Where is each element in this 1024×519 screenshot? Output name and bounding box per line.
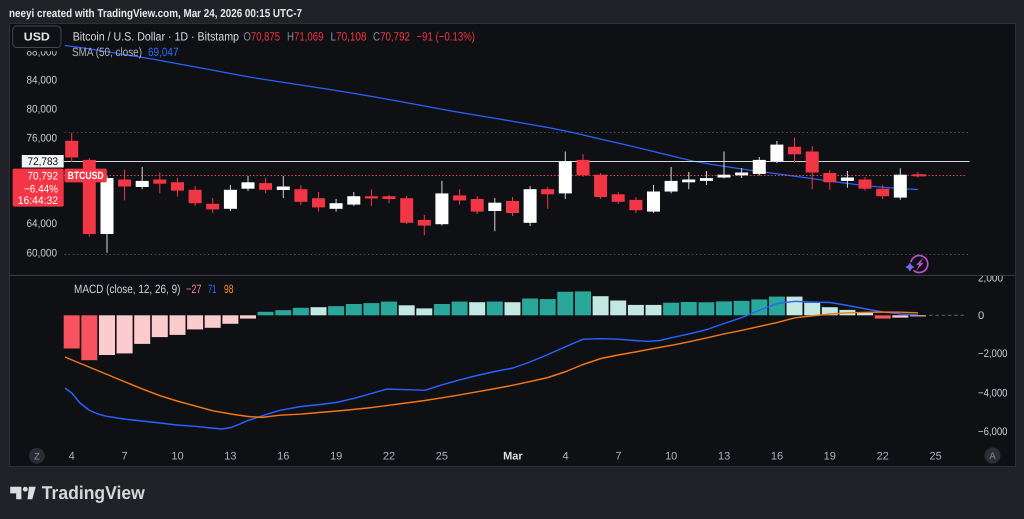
svg-text:16: 16 [277, 451, 289, 463]
svg-text:0: 0 [978, 310, 984, 322]
svg-text:USD: USD [24, 32, 50, 44]
svg-text:69,047: 69,047 [148, 45, 179, 59]
svg-text:13: 13 [718, 451, 730, 463]
svg-text:71: 71 [208, 282, 217, 296]
svg-text:TradingView: TradingView [42, 482, 146, 503]
svg-text:Z: Z [34, 451, 40, 462]
svg-text:H71,069: H71,069 [287, 30, 324, 44]
svg-text:10: 10 [171, 451, 183, 463]
svg-text:25: 25 [436, 451, 448, 463]
svg-text:4: 4 [69, 451, 75, 463]
svg-text:BTCUSD: BTCUSD [68, 170, 104, 182]
svg-text:C70,792: C70,792 [373, 30, 410, 44]
svg-text:70,792: 70,792 [28, 171, 59, 183]
svg-text:MACD (close, 12, 26, 9): MACD (close, 12, 26, 9) [74, 282, 181, 296]
svg-text:neeyi created with TradingView: neeyi created with TradingView.com, Mar … [9, 8, 302, 20]
svg-text:L70,108: L70,108 [331, 30, 367, 44]
svg-text:−4,000: −4,000 [978, 387, 1008, 399]
svg-text:76,000: 76,000 [27, 132, 58, 144]
svg-text:60,000: 60,000 [27, 248, 58, 260]
svg-text:98: 98 [224, 282, 234, 296]
svg-text:SMA (50, close): SMA (50, close) [72, 45, 142, 59]
svg-text:O70,875: O70,875 [244, 30, 281, 44]
svg-text:Mar: Mar [503, 451, 523, 463]
svg-text:22: 22 [383, 451, 395, 463]
svg-text:25: 25 [929, 451, 941, 463]
svg-text:64,000: 64,000 [27, 218, 58, 230]
svg-text:−27: −27 [186, 282, 202, 296]
svg-text:84,000: 84,000 [27, 74, 58, 86]
svg-text:−6,000: −6,000 [978, 426, 1008, 438]
svg-text:16:44:32: 16:44:32 [18, 195, 58, 207]
svg-text:22: 22 [877, 451, 889, 463]
svg-text:19: 19 [824, 451, 836, 463]
svg-text:2,000: 2,000 [978, 273, 1003, 285]
svg-text:10: 10 [665, 451, 677, 463]
svg-text:−2,000: −2,000 [978, 348, 1008, 360]
svg-text:19: 19 [330, 451, 342, 463]
svg-text:4: 4 [563, 451, 569, 463]
svg-text:16: 16 [771, 451, 783, 463]
svg-text:−91 (−0.13%): −91 (−0.13%) [417, 30, 476, 44]
svg-text:7: 7 [122, 451, 128, 463]
svg-text:88,000: 88,000 [27, 46, 58, 58]
svg-text:Bitcoin / U.S. Dollar · 1D · B: Bitcoin / U.S. Dollar · 1D · Bitstamp [73, 30, 240, 44]
svg-text:−6.44%: −6.44% [24, 183, 58, 195]
svg-text:13: 13 [224, 451, 236, 463]
svg-text:A: A [989, 451, 996, 462]
svg-text:72,783: 72,783 [28, 156, 59, 168]
svg-text:7: 7 [615, 451, 621, 463]
svg-text:80,000: 80,000 [27, 104, 58, 116]
